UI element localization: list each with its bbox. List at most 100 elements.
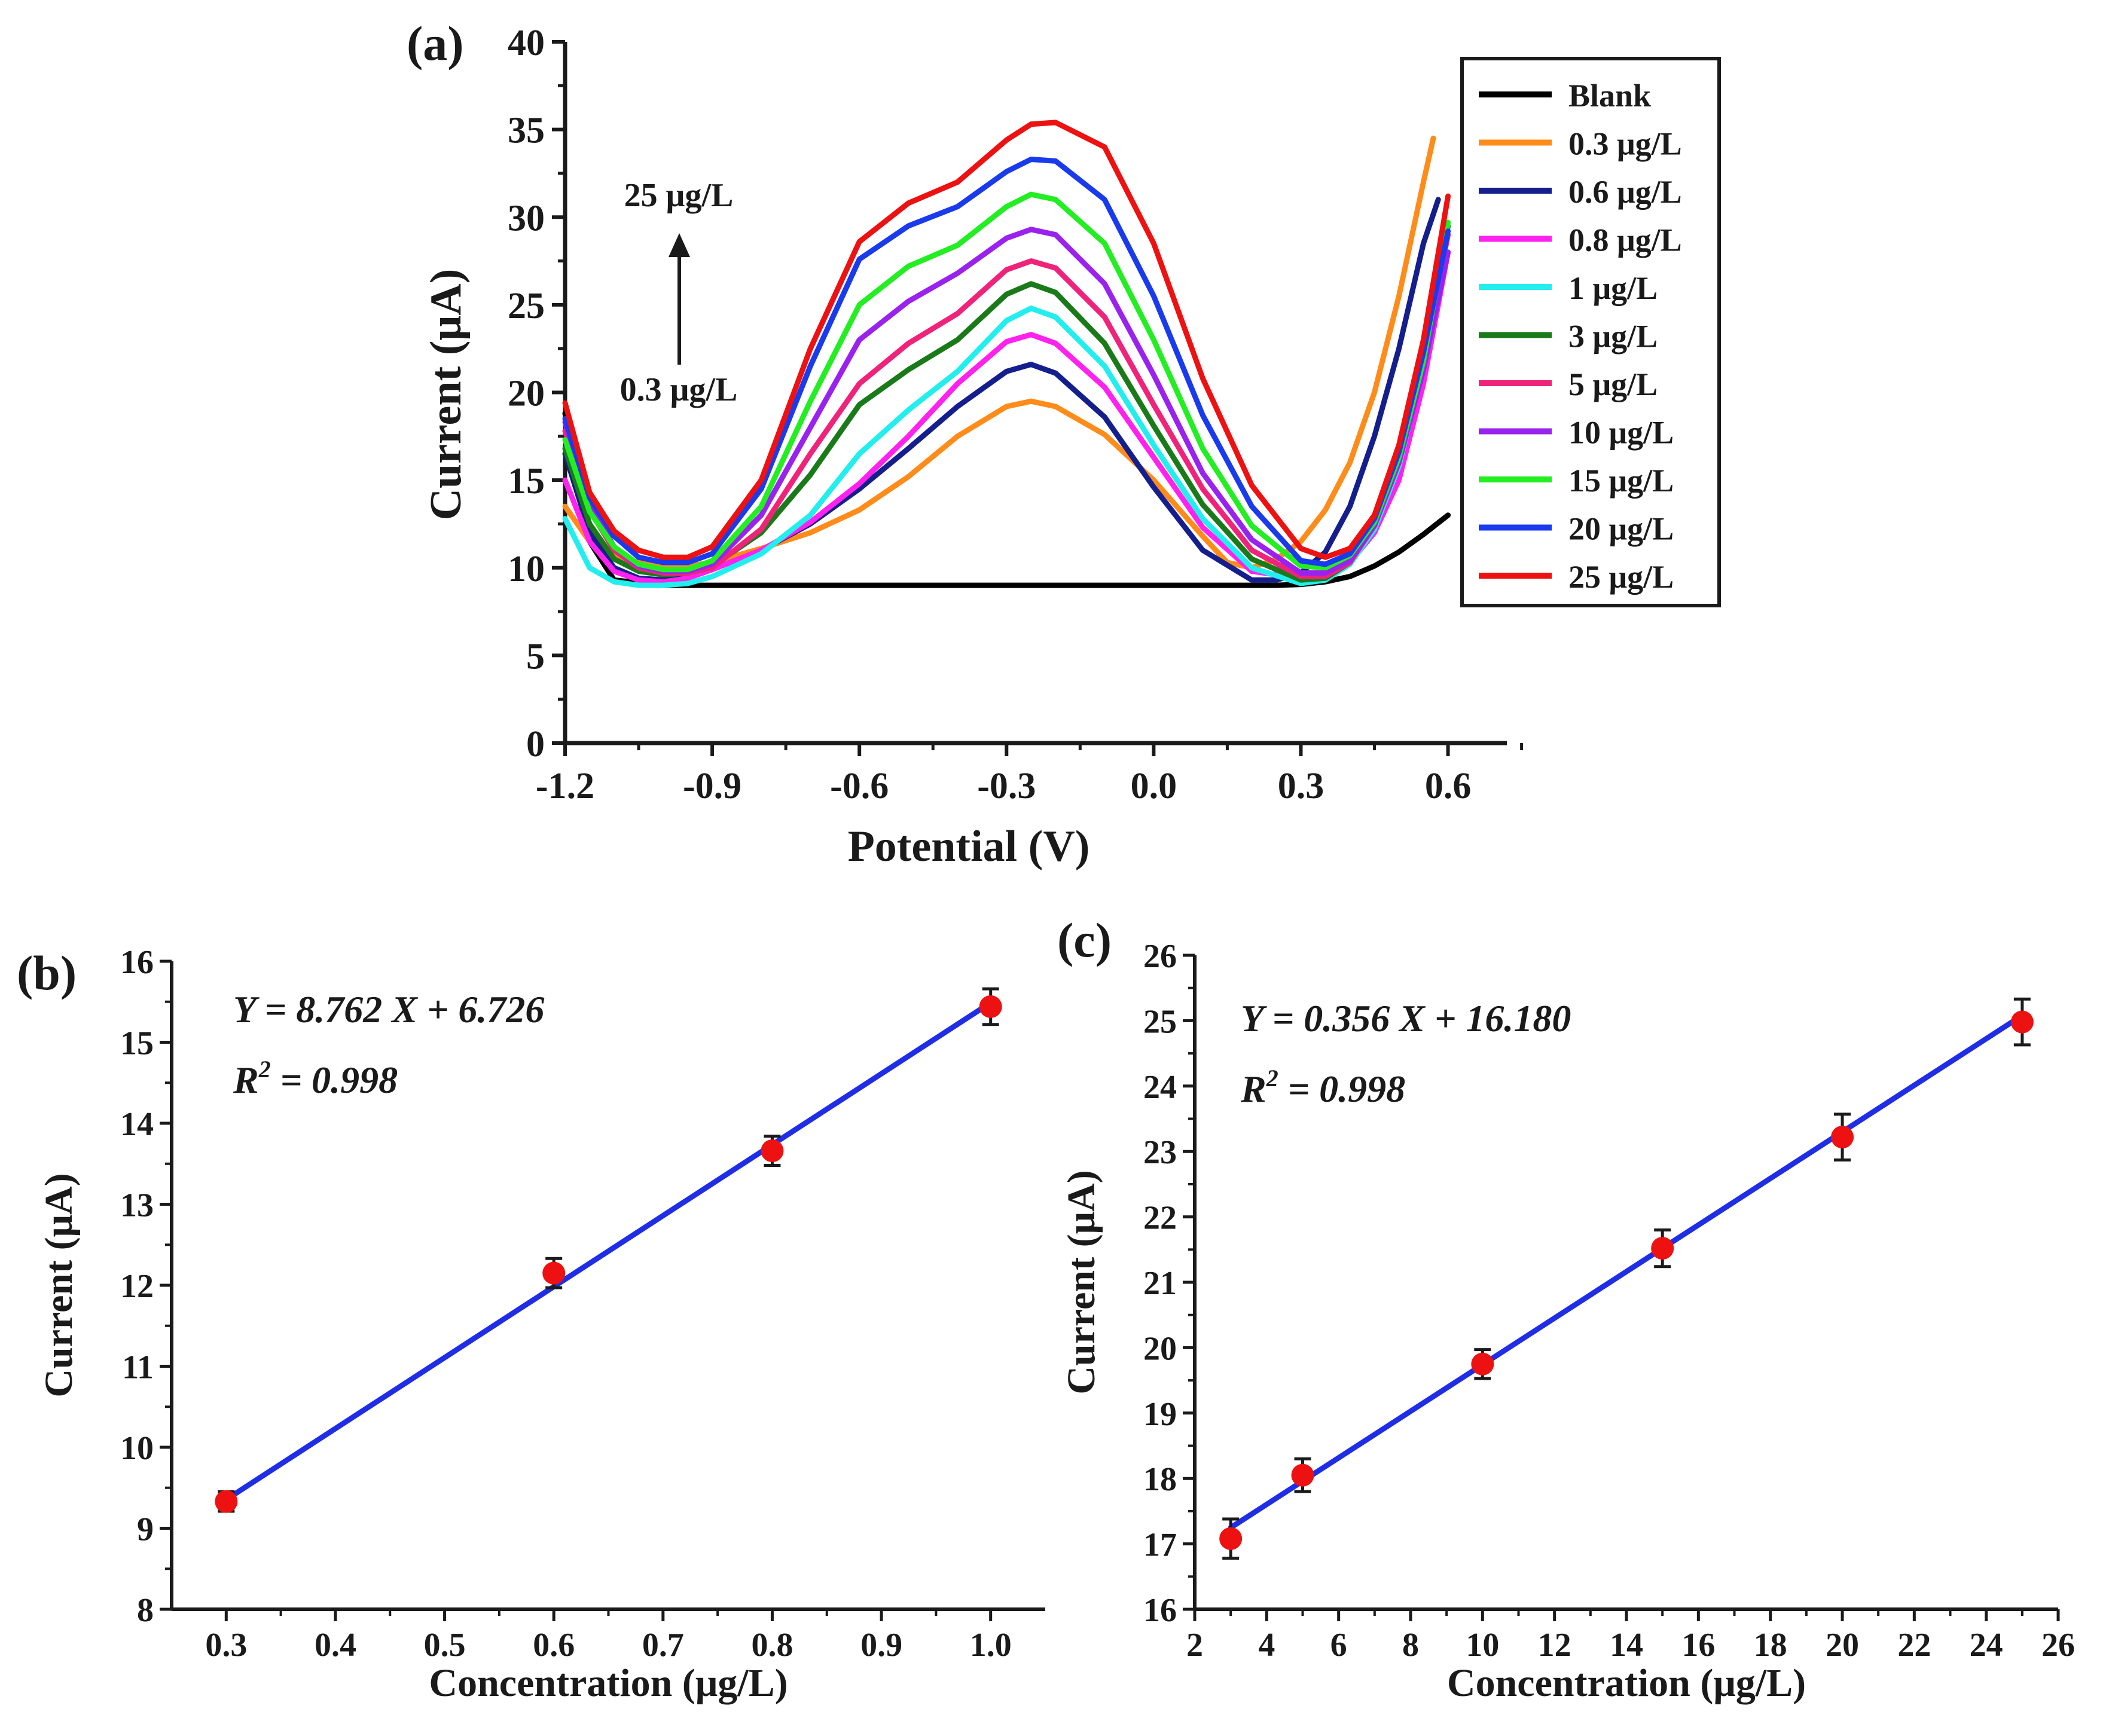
panel-b-fit-line <box>223 1000 994 1502</box>
panel-a-legend-label-3: 0.8 μg/L <box>1568 222 1682 258</box>
panel-c-y-tick-label: 18 <box>1143 1461 1177 1498</box>
panel-c-x-tick-label: 10 <box>1466 1627 1499 1664</box>
panel-a-y-tick-label: 30 <box>508 198 545 239</box>
panel-c-data-point-4 <box>1831 1126 1854 1149</box>
panel-b-x-tick-label: 0.7 <box>642 1627 684 1664</box>
panel-a-annotation-arrow-head <box>669 233 690 257</box>
panel-a-legend-label-7: 10 μg/L <box>1568 415 1674 451</box>
panel-c-y-tick-label: 25 <box>1143 1003 1177 1040</box>
panel-c-y-tick-label: 26 <box>1143 938 1177 975</box>
panel-b-y-tick-label: 12 <box>120 1268 154 1305</box>
panel-a-legend-label-8: 15 μg/L <box>1568 463 1674 499</box>
panel-a-legend-label-0: Blank <box>1568 78 1651 114</box>
panel-a-annotation-bottom: 0.3 μg/L <box>620 371 738 408</box>
panel-a-legend-label-2: 0.6 μg/L <box>1568 174 1682 210</box>
panel-a-y-tick-label: 40 <box>508 23 545 63</box>
panel-c-fit-line <box>1228 1013 2025 1530</box>
panel-b-label: (b) <box>17 946 77 1000</box>
panel-b-data-point-3 <box>979 995 1002 1018</box>
panel-c-x-tick-label: 24 <box>1970 1627 2003 1664</box>
panel-a-x-tick-label: 0.6 <box>1425 766 1472 806</box>
panel-a-x-tick-label: -0.9 <box>683 766 741 806</box>
panel-c-r-squared-superscript: 2 <box>1266 1065 1278 1092</box>
panel-b-y-tick-label: 11 <box>122 1349 154 1386</box>
panel-b-equation: Y = 8.762 X + 6.726 <box>233 988 544 1031</box>
panel-c-y-tick-label: 17 <box>1143 1527 1177 1564</box>
panel-a-y-tick-label: 20 <box>508 374 545 414</box>
panel-b-data-point-1 <box>542 1261 566 1285</box>
panel-b-x-tick-label: 0.3 <box>205 1627 247 1664</box>
panel-a-x-tick-label: -0.3 <box>977 766 1036 806</box>
panel-b-x-tick-label: 0.9 <box>860 1627 902 1664</box>
panel-a-x-tick-label: 0.3 <box>1278 766 1324 806</box>
panel-c-data-point-1 <box>1291 1463 1314 1487</box>
panel-a-legend-label-5: 3 μg/L <box>1568 319 1658 354</box>
panel-b-y-tick-label: 16 <box>120 944 154 981</box>
panel-c-data-point-5 <box>2010 1010 2034 1034</box>
panel-c-y-tick-label: 20 <box>1143 1330 1177 1367</box>
panel-a-legend-label-1: 0.3 μg/L <box>1568 126 1682 162</box>
panel-b-y-tick-label: 10 <box>120 1430 154 1467</box>
panel-c-x-tick-label: 12 <box>1538 1627 1571 1664</box>
panel-c-y-tick-label: 23 <box>1143 1134 1177 1171</box>
panel-a-x-tick-label: -0.6 <box>830 766 889 806</box>
panel-c-label: (c) <box>1057 913 1112 967</box>
panel-c-x-tick-label: 16 <box>1681 1627 1715 1664</box>
panel-b-data-point-2 <box>761 1139 784 1163</box>
panel-c-x-tick-label: 8 <box>1402 1627 1419 1664</box>
panel-b-r-squared: R2 = 0.998 <box>233 1056 398 1101</box>
panel-c-y-axis-title: Current (μA) <box>1060 1170 1103 1394</box>
panel-b-x-tick-label: 0.5 <box>424 1627 466 1664</box>
panel-b-x-tick-label: 1.0 <box>970 1627 1012 1664</box>
panel-a-y-axis-title: Current (μA) <box>422 269 471 521</box>
panel-a-y-tick-label: 35 <box>508 111 545 151</box>
panel-c-data-point-3 <box>1651 1237 1674 1260</box>
panel-b-y-tick-label: 13 <box>120 1187 154 1224</box>
panel-a-legend-label-4: 1 μg/L <box>1568 270 1658 306</box>
panel-b-r-squared-prefix: R <box>233 1059 259 1101</box>
panel-b-x-tick-label: 0.8 <box>751 1627 793 1664</box>
panel-c-y-tick-label: 22 <box>1143 1200 1177 1237</box>
panel-a-legend-label-6: 5 μg/L <box>1568 366 1658 402</box>
panel-a-curve-1 <box>562 135 1436 571</box>
panel-b-y-axis-title: Current (μA) <box>37 1173 81 1397</box>
panel-c-x-tick-label: 4 <box>1258 1627 1275 1664</box>
panel-a-legend-label-10: 25 μg/L <box>1568 559 1674 595</box>
panel-c-x-tick-label: 6 <box>1330 1627 1347 1664</box>
panel-c-r-squared-prefix: R <box>1240 1068 1266 1110</box>
panel-c-y-tick-label: 19 <box>1143 1396 1177 1433</box>
panel-a-y-tick-label: 5 <box>526 636 545 677</box>
panel-b-calibration-low: 8 9 10 11 12 13 14 15 16 0.3 0.4 0.5 0.6 0.7 0.8 0.9 1.0… <box>17 944 1045 1705</box>
panel-a-y-tick-label: 0 <box>526 724 545 765</box>
panel-b-x-axis-title: Concentration (μg/L) <box>429 1661 788 1705</box>
panel-c-x-tick-label: 20 <box>1826 1627 1859 1664</box>
panel-b-y-tick-label: 14 <box>120 1106 154 1143</box>
panel-b-x-tick-label: 0.4 <box>315 1627 356 1664</box>
panel-a-x-tick-label: -1.2 <box>536 766 594 806</box>
panel-c-y-tick-label: 21 <box>1143 1265 1177 1302</box>
panel-b-r-squared-superscript: 2 <box>258 1056 271 1083</box>
panel-a-label: (a) <box>407 16 464 71</box>
panel-b-x-tick-label: 0.6 <box>533 1627 575 1664</box>
panel-a-curve-9 <box>562 157 1451 567</box>
panel-b-y-tick-label: 15 <box>120 1025 154 1062</box>
panel-c-x-tick-label: 18 <box>1754 1627 1787 1664</box>
panel-a-legend-label-9: 20 μg/L <box>1568 511 1674 547</box>
panel-c-x-axis-title: Concentration (μg/L) <box>1447 1661 1806 1705</box>
panel-a-voltammogram: 0 5 10 15 20 25 30 35 40 -1.2 -0.9 -0.6 -0.3 0.0 0.3 0.… <box>407 16 1721 871</box>
panel-a-annotation-top: 25 μg/L <box>624 177 734 214</box>
panel-c-equation: Y = 0.356 X + 16.180 <box>1241 997 1571 1040</box>
panel-c-data-point-2 <box>1471 1352 1494 1376</box>
panel-c-r-squared: R2 = 0.998 <box>1240 1065 1405 1110</box>
panel-b-y-tick-label: 8 <box>137 1592 154 1629</box>
panel-c-r-squared-value: = 0.998 <box>1278 1068 1405 1110</box>
panel-a-y-tick-label: 15 <box>508 461 545 502</box>
panel-a-y-tick-label: 10 <box>508 549 545 589</box>
panel-b-r-squared-value: = 0.998 <box>271 1059 398 1101</box>
panel-c-x-tick-label: 14 <box>1610 1627 1643 1664</box>
panel-c-x-tick-label: 26 <box>2041 1627 2075 1664</box>
panel-a-x-axis-title: Potential (V) <box>848 822 1090 871</box>
panel-b-y-tick-label: 9 <box>137 1511 154 1548</box>
